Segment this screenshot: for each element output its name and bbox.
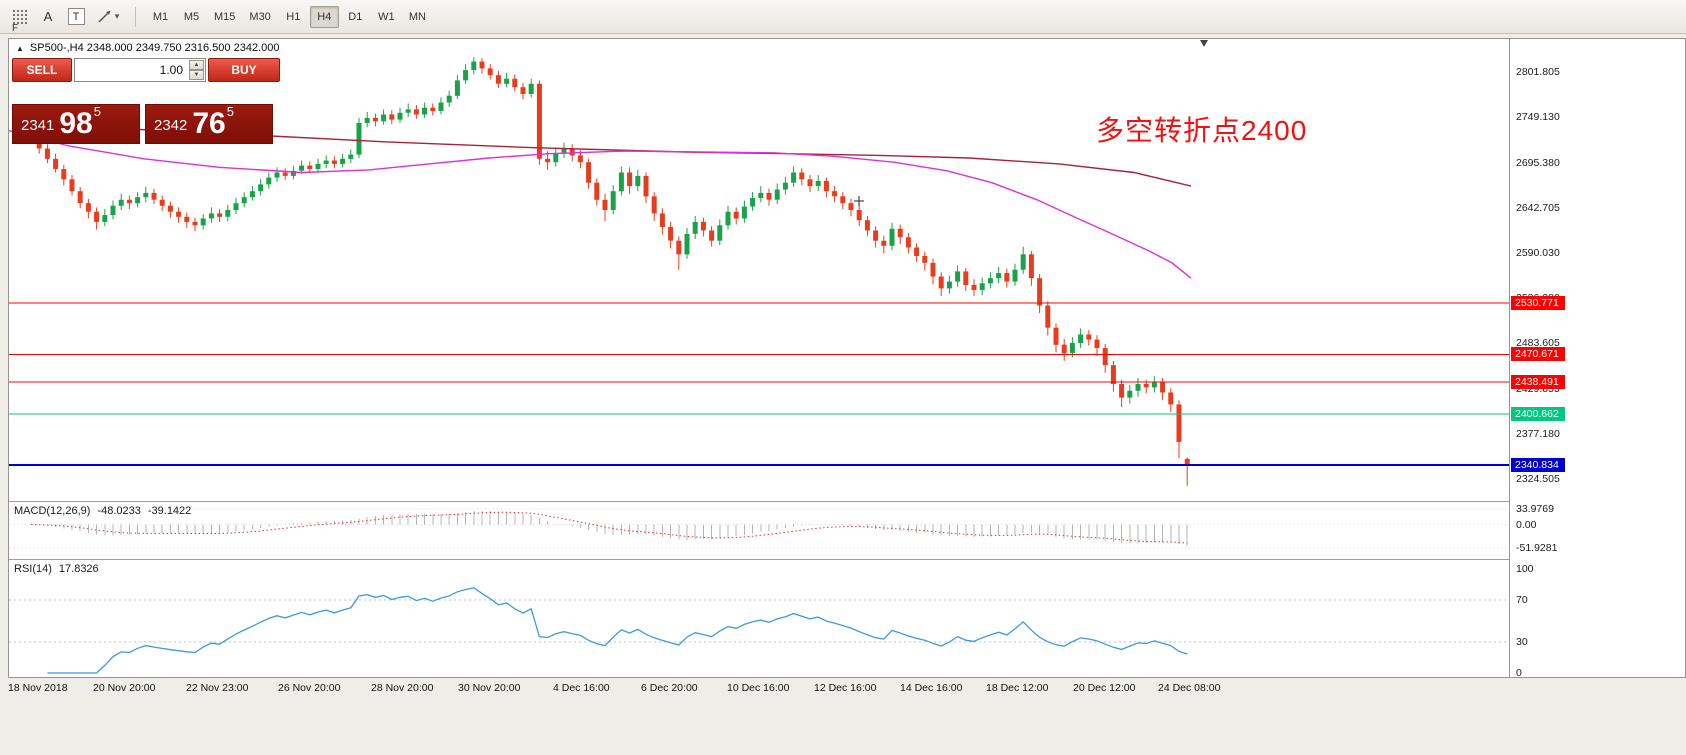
macd-axis-label: 0.00: [1516, 518, 1537, 531]
price-level-tag: 2340.834: [1511, 458, 1565, 473]
rsi-line[interactable]: [47, 587, 1188, 674]
buy-price-fraction: 5: [226, 104, 234, 119]
panel-divider[interactable]: [9, 501, 1685, 502]
rsi-indicator-panel[interactable]: [9, 560, 1509, 679]
sell-button[interactable]: SELL: [12, 58, 72, 82]
chart-text-annotation[interactable]: 多空转折点2400: [1096, 115, 1308, 146]
buy-price-main: 2342: [154, 117, 188, 134]
macd-name: MACD(12,26,9): [14, 505, 91, 517]
ma-fast-magenta-line[interactable]: [9, 130, 1192, 279]
chevron-down-icon: ▾: [114, 11, 120, 21]
price-axis-label: 2801.805: [1516, 66, 1560, 78]
candles-group: [28, 57, 1190, 486]
buy-price-display[interactable]: 2342 76 5: [145, 104, 273, 144]
timeframe-button-w1[interactable]: W1: [378, 10, 395, 23]
chart-shift-marker[interactable]: [1200, 40, 1208, 47]
price-axis: 2801.805 2749.130 2695.380 2642.705 2590.030…: [1509, 39, 1685, 679]
rsi-axis-label: 0: [1516, 667, 1522, 679]
chart-header: ▲ SP500-,H4 2348.000 2349.750 2316.500 2…: [16, 42, 279, 54]
price-level-tag: 2530.771: [1511, 296, 1565, 311]
time-axis-label: 20 Dec 12:00: [1073, 682, 1136, 694]
time-axis-label: 22 Nov 23:00: [186, 682, 249, 694]
rsi-axis-label: 100: [1516, 563, 1534, 575]
volume-decrement-button[interactable]: ▼: [189, 70, 204, 80]
macd-axis-label: 33.9769: [1516, 503, 1554, 516]
timeframe-button-m1[interactable]: M1: [152, 10, 169, 23]
grid-handle-icon[interactable]: [6, 5, 34, 29]
rsi-value: 17.8326: [58, 563, 99, 575]
timeframe-button-m15[interactable]: M15: [214, 10, 236, 23]
macd-axis-label: -51.9281: [1516, 542, 1558, 555]
buy-price-pips: 76: [192, 107, 226, 140]
price-axis-label: 2483.605: [1516, 337, 1560, 350]
time-axis-label: 10 Dec 16:00: [727, 682, 790, 694]
shapes-tool-button[interactable]: ▾: [90, 5, 126, 29]
time-axis-label: 24 Dec 08:00: [1158, 682, 1221, 694]
macd-indicator-panel[interactable]: [9, 502, 1509, 559]
sell-price-fraction: 5: [93, 104, 101, 119]
boxed-t-icon: T: [67, 8, 85, 25]
time-axis-label: 28 Nov 20:00: [371, 682, 434, 694]
time-axis-label: 12 Dec 16:00: [814, 682, 877, 694]
timeframe-button-d1[interactable]: D1: [348, 10, 363, 23]
toolbar: A T ▾ M1 M5 M15 M30 H1 H4 D1 W1 MN: [0, 0, 1686, 34]
sell-price-display[interactable]: 2341 98 5: [12, 104, 140, 144]
price-level-tag: 2470.671: [1511, 347, 1565, 362]
buy-button[interactable]: BUY: [208, 58, 280, 82]
rsi-name: RSI(14): [14, 563, 52, 575]
price-axis-label: 2749.130: [1516, 110, 1560, 123]
text-label-tool-button[interactable]: A: [43, 9, 53, 24]
time-axis-label: 30 Nov 20:00: [458, 682, 521, 694]
dock-label: F: [12, 23, 19, 34]
timeframe-button-mn[interactable]: MN: [408, 10, 426, 23]
time-axis-label: 4 Dec 16:00: [553, 682, 610, 694]
volume-field: ▲ ▼: [74, 58, 206, 82]
time-axis-label: 6 Dec 20:00: [641, 682, 698, 694]
time-axis: 18 Nov 2018 20 Nov 20:00 22 Nov 23:00 26 No…: [8, 679, 1686, 703]
symbol-ohlc-readout: SP500-,H4 2348.000 2349.750 2316.500 234…: [29, 42, 280, 54]
timeframe-button-h1[interactable]: H1: [286, 10, 301, 23]
time-axis-label: 18 Dec 12:00: [986, 682, 1049, 694]
time-axis-label: 20 Nov 20:00: [93, 682, 156, 694]
macd-histogram: [38, 510, 1188, 546]
macd-signal-value: -39.1422: [147, 505, 192, 517]
ma-slow-darkred-line[interactable]: [110, 127, 1192, 187]
sell-price-pips: 98: [59, 107, 93, 140]
macd-label-row: MACD(12,26,9) -48.0233 -39.1422: [14, 505, 191, 517]
price-axis-label: 2642.705: [1516, 201, 1560, 214]
price-level-tag: 2400.662: [1511, 407, 1565, 422]
volume-increment-button[interactable]: ▲: [189, 60, 204, 70]
timeframe-button-m30[interactable]: M30: [249, 10, 271, 23]
mouse-crosshair: [854, 196, 864, 206]
price-axis-label: 2324.505: [1516, 473, 1560, 485]
grid-icon: [13, 9, 27, 24]
volume-input[interactable]: [75, 59, 187, 81]
price-axis-label: 2695.380: [1516, 156, 1560, 169]
rsi-axis-label: 70: [1516, 594, 1528, 607]
time-axis-label: 26 Nov 20:00: [278, 682, 341, 694]
timeframe-button-m5[interactable]: M5: [183, 10, 200, 23]
trendline-icon: [98, 10, 111, 23]
collapse-panel-icon[interactable]: ▲: [16, 43, 24, 53]
toolbar-separator: [135, 6, 136, 27]
timeframe-button-group: M1 M5 M15 M30 H1 H4 D1 W1 MN: [145, 5, 433, 28]
sell-price-main: 2341: [21, 117, 55, 134]
panel-divider[interactable]: [9, 559, 1685, 560]
time-axis-label: 14 Dec 16:00: [900, 682, 963, 694]
rsi-label-row: RSI(14) 17.8326: [14, 563, 99, 575]
one-click-trading-panel: SELL ▲ ▼ BUY 2341 98 5 2342 76 5: [12, 58, 280, 144]
macd-main-value: -48.0233: [97, 505, 141, 517]
textbox-tool-button[interactable]: T: [62, 5, 90, 29]
timeframe-button-h4[interactable]: H4: [309, 5, 339, 28]
rsi-axis-label: 30: [1516, 635, 1528, 648]
macd-signal-line[interactable]: [30, 511, 1188, 544]
chart-window: 2801.805 2749.130 2695.380 2642.705 2590.030…: [8, 38, 1686, 679]
price-level-tag: 2438.491: [1511, 374, 1565, 389]
time-axis-label: 18 Nov 2018: [8, 682, 68, 694]
price-axis-label: 2590.030: [1516, 246, 1560, 259]
price-axis-label: 2377.180: [1516, 428, 1560, 441]
main-price-chart[interactable]: [9, 39, 1509, 501]
